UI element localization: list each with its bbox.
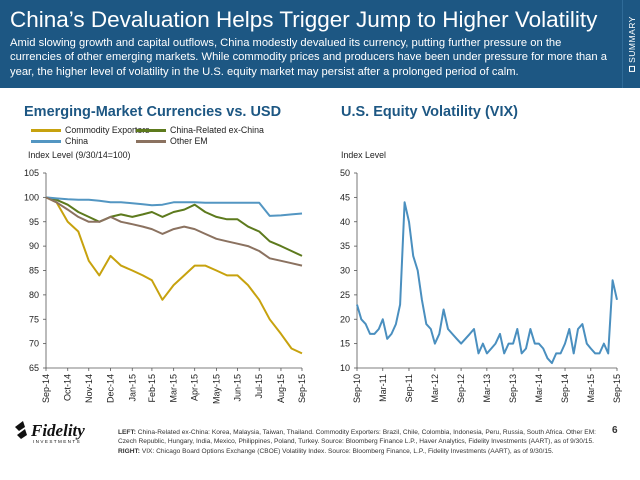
series-line-china-related-ex-china: [45, 196, 303, 257]
y-tick-label: 15: [340, 339, 350, 349]
y-tick-label: 45: [340, 192, 350, 202]
summary-tab[interactable]: SUMMARY: [622, 0, 640, 88]
series-line-vix: [356, 201, 618, 365]
x-tick-label: Sep-15: [612, 374, 622, 403]
legend-swatch: [31, 128, 61, 132]
x-tick-label: Sep-14: [41, 374, 51, 403]
x-tick-label: Dec-14: [106, 374, 116, 403]
x-tick-label: Sep-10: [352, 374, 362, 403]
right-chart-title: U.S. Equity Volatility (VIX): [341, 104, 518, 120]
x-tick-label: Sep-12: [456, 374, 466, 403]
y-tick-label: 100: [24, 192, 39, 202]
x-tick-label: Sep-13: [508, 374, 518, 403]
y-tick-label: 30: [340, 266, 350, 276]
logo-mark-icon: [15, 421, 27, 439]
left-y-axis-label: Index Level (9/30/14=100): [28, 150, 131, 160]
legend-other-em: Other EM: [136, 136, 208, 146]
x-tick-label: Mar-15: [169, 374, 179, 403]
page-subtitle: Amid slowing growth and capital outflows…: [10, 37, 607, 78]
y-tick-label: 40: [340, 217, 350, 227]
y-tick-label: 25: [340, 290, 350, 300]
footnote: LEFT: China-Related ex-China: Korea, Mal…: [118, 429, 597, 455]
x-tick-label: Mar-11: [378, 374, 388, 402]
x-tick-label: Apr-15: [190, 374, 200, 401]
legend-swatch: [136, 128, 166, 132]
x-tick-label: Mar-12: [430, 374, 440, 403]
legend-china: China: [31, 136, 88, 146]
y-tick-label: 65: [29, 363, 39, 373]
x-tick-label: Mar-13: [482, 374, 492, 403]
y-tick-label: 70: [29, 339, 39, 349]
series-line-china: [45, 196, 303, 217]
logo-wordmark: Fidelity: [30, 421, 85, 440]
x-tick-label: Mar-14: [534, 374, 544, 403]
x-tick-label: Jul-15: [254, 374, 264, 399]
y-tick-label: 75: [29, 314, 39, 324]
fidelity-logo: Fidelity INVESTMENTS: [15, 421, 85, 444]
x-tick-label: Mar-15: [586, 374, 596, 403]
right-y-axis-label: Index Level: [341, 150, 386, 160]
y-tick-label: 90: [29, 241, 39, 251]
header-banner: China’s Devaluation Helps Trigger Jump t…: [0, 0, 622, 88]
y-tick-label: 20: [340, 314, 350, 324]
page-title: China’s Devaluation Helps Trigger Jump t…: [10, 7, 598, 32]
y-tick-label: 50: [340, 168, 350, 178]
x-tick-label: Sep-15: [297, 374, 307, 403]
x-tick-label: Aug-15: [276, 374, 286, 403]
y-tick-label: 95: [29, 217, 39, 227]
logo-subtext: INVESTMENTS: [33, 439, 81, 444]
left-chart-title: Emerging-Market Currencies vs. USD: [24, 104, 282, 120]
x-tick-label: Sep-11: [404, 374, 414, 402]
legend-swatch: [31, 139, 61, 143]
y-tick-label: 80: [29, 290, 39, 300]
legend-commodity-exporters: Commodity Exporters: [31, 125, 150, 135]
series-line-other-em: [45, 196, 303, 267]
y-tick-label: 85: [29, 266, 39, 276]
y-tick-label: 10: [340, 363, 350, 373]
x-tick-label: Nov-14: [84, 374, 94, 403]
x-tick-label: Sep-14: [560, 374, 570, 403]
x-tick-label: Oct-14: [63, 374, 73, 401]
legend-swatch: [136, 139, 166, 143]
series-line-commodity-exporters: [45, 196, 303, 355]
legend-china-related: China-Related ex-China: [136, 125, 264, 135]
x-tick-label: Jan-15: [127, 374, 137, 402]
y-tick-label: 35: [340, 241, 350, 251]
y-tick-label: 105: [24, 168, 39, 178]
x-tick-label: May-15: [211, 374, 221, 404]
page-number: 6: [612, 425, 618, 436]
x-tick-label: Jun-15: [232, 374, 242, 402]
x-tick-label: Feb-15: [147, 374, 157, 403]
